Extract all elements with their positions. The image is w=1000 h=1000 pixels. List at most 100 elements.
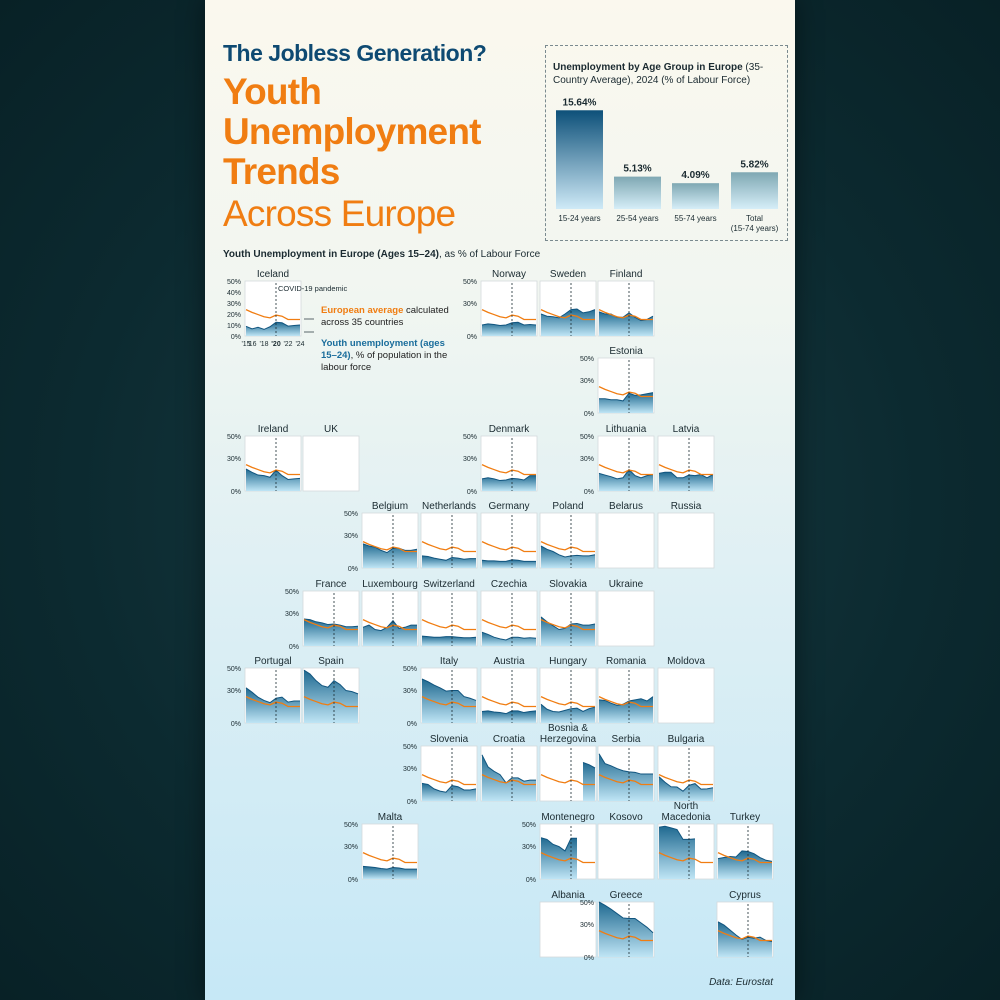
headline-sub: Across Europe [223,193,456,234]
y-tick-label: 30% [344,844,358,851]
country-label: Macedonia [662,812,711,823]
country-panel: Malta 50% 30% 0% [344,812,419,884]
youth-area [541,309,595,336]
country-small-multiples: Iceland Norway 50% 30% 0% Sweden Finland Estoni… [227,269,774,962]
country-panel: Serbia [597,734,655,802]
age-chart-title-bold: Unemployment by Age Group in Europe [553,62,743,73]
country-label: Belarus [609,501,643,512]
youth-line [481,754,536,784]
youth-line [245,468,301,480]
y-tick-label: 0% [407,721,417,728]
youth-line [245,321,301,330]
country-label: Serbia [612,734,641,745]
country-label: Switzerland [423,579,475,590]
youth-line [481,710,537,715]
european-average-line [717,852,772,864]
european-average-line [421,696,476,708]
european-average-line [540,696,595,708]
country-label: Iceland [257,269,289,280]
country-panel: Lithuania 50% 30% 0% [580,424,655,496]
age-bar-label: 55-74 years [674,214,716,223]
covid-label: COVID-19 pandemic [278,284,347,293]
country-label: Romania [606,656,646,667]
y-tick-label: 0% [289,644,299,651]
panel-frame [597,590,655,647]
country-panel: Cyprus [716,890,774,958]
y-tick-label: 50% [285,589,299,596]
x-tick-label: '20 [271,341,281,348]
european-average-line [245,464,300,476]
european-average-line [540,774,595,786]
country-panel: Czechia [480,579,538,647]
youth-line [599,392,654,402]
legend-blue-rest: , % of population in the labour force [321,350,448,373]
european-average-line [540,852,595,864]
y-tick-label: 0% [584,411,594,418]
european-average-line [481,464,536,476]
youth-line [481,631,537,641]
youth-line [540,308,596,319]
poster: The Jobless Generation? Youth Unemployme… [205,0,795,1000]
youth-line [362,543,418,554]
youth-area [482,710,536,723]
youth-line [658,776,714,792]
youth-area [363,866,417,879]
country-label: Finland [610,269,643,280]
country-panel: Greece 50% 30% 0% [580,890,655,962]
panel-frame [480,512,538,569]
y-tick-label: 50% [344,822,358,829]
youth-line [481,559,536,562]
country-panel: Montenegro 50% 30% 0% [522,812,597,884]
youth-area [583,762,595,801]
european-average-line [481,309,536,321]
youth-line [362,865,417,870]
age-chart-title: Unemployment by Age Group in Europe (35-… [553,61,788,87]
youth-line [582,762,596,769]
country-panel: Slovenia 50% 30% 0% [403,734,478,806]
age-bar [731,172,778,209]
youth-area [599,392,653,413]
country-panel: Bulgaria [657,734,715,802]
panel-frame [657,512,715,569]
country-label: Bosnia & [548,723,588,734]
country-label: Luxembourg [362,579,418,590]
country-label: Netherlands [422,501,476,512]
map-title: Youth Unemployment in Europe (Ages 15–24… [223,249,540,260]
y-tick-label: 0% [231,334,241,341]
country-label: Czechia [491,579,528,590]
country-panel: Portugal 50% 30% 0% [227,656,302,728]
youth-area [363,543,417,568]
european-average-line [598,386,653,398]
european-average-line [658,464,713,476]
country-label: Bulgaria [668,734,705,745]
youth-line [362,619,417,632]
country-label: Slovakia [549,579,587,590]
headline-line: Trends [223,151,340,192]
country-panel: Turkey [716,812,774,880]
european-average-line [658,852,713,864]
youth-area [541,837,577,879]
country-panel: Switzerland [420,579,478,647]
x-tick-label: '16 [247,341,256,348]
country-panel: Poland [539,501,597,569]
country-panel: UK [302,424,360,492]
country-panel: Belarus [597,501,655,569]
country-label: Norway [492,269,526,280]
map-title-rest: , as % of Labour Force [438,249,541,260]
country-label: Croatia [493,734,526,745]
y-tick-label: 30% [344,533,358,540]
youth-line [540,545,596,558]
y-tick-label: 50% [403,666,417,673]
y-tick-label: 30% [463,456,477,463]
country-panel: France 50% 30% 0% [285,579,360,651]
european-average-line [481,774,536,786]
european-average-line [481,619,536,631]
youth-line [481,475,536,482]
age-chart-title-rest: (35-Country Average), 2024 (% of Labour … [553,62,764,86]
country-panel: Denmark 50% 30% 0% [463,424,538,496]
country-panel: Iceland [244,269,302,337]
y-tick-label: 30% [403,766,417,773]
age-bar-value: 5.82% [740,159,768,170]
age-bar [672,183,719,209]
country-panel: Sweden [539,269,597,337]
